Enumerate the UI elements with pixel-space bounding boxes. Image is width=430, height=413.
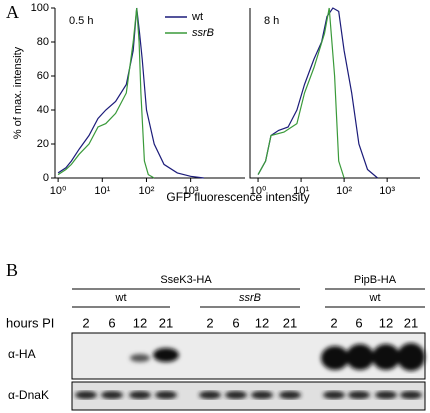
x-tick-label: 10² bbox=[336, 185, 352, 197]
histogram-line bbox=[57, 7, 204, 179]
antibody-label: α-DnaK bbox=[8, 388, 49, 402]
x-tick-label: 10³ bbox=[379, 185, 395, 197]
hour-label: 21 bbox=[159, 315, 173, 330]
hour-label: 2 bbox=[82, 315, 89, 330]
x-tick-label: 10² bbox=[139, 185, 155, 197]
histogram-line bbox=[257, 7, 378, 179]
annotation: 0.5 h bbox=[69, 15, 93, 27]
hour-label: 21 bbox=[283, 315, 297, 330]
hour-label: 2 bbox=[206, 315, 213, 330]
hour-label: 2 bbox=[330, 315, 337, 330]
x-tick-label: 10³ bbox=[183, 185, 199, 197]
axis bbox=[249, 8, 420, 179]
hour-label: 6 bbox=[232, 315, 239, 330]
x-axis-label: GFP fluorescence intensity bbox=[166, 190, 309, 204]
legend-label: wt bbox=[191, 11, 203, 23]
group-label: SseK3-HA bbox=[160, 274, 212, 286]
x-tick-label: 10⁰ bbox=[250, 185, 267, 197]
x-tick-label: 10¹ bbox=[94, 185, 110, 197]
blot-images bbox=[71, 332, 426, 411]
hour-label: 6 bbox=[355, 315, 362, 330]
panel-label: A bbox=[6, 2, 19, 22]
hour-label: 6 bbox=[108, 315, 115, 330]
y-tick-label: 0 bbox=[43, 172, 49, 184]
y-tick-label: 100 bbox=[31, 2, 49, 14]
antibody-label: α-HA bbox=[8, 347, 36, 361]
hour-label: 21 bbox=[404, 315, 418, 330]
y-axis-label: % of max. intensity bbox=[12, 46, 24, 139]
y-tick-label: 40 bbox=[37, 104, 49, 116]
hour-label: 12 bbox=[133, 315, 147, 330]
group-label: PipB-HA bbox=[354, 274, 397, 286]
histogram-line bbox=[57, 7, 155, 179]
y-tick-label: 60 bbox=[37, 70, 49, 82]
legend-label: ssrB bbox=[192, 27, 214, 39]
panel-label: B bbox=[6, 260, 18, 280]
y-tick-label: 20 bbox=[37, 138, 49, 150]
row-label: hours PI bbox=[6, 315, 54, 330]
hour-label: 12 bbox=[379, 315, 393, 330]
x-tick-label: 10⁰ bbox=[50, 185, 67, 197]
x-tick-label: 10¹ bbox=[293, 185, 309, 197]
y-tick-label: 80 bbox=[37, 36, 49, 48]
histogram-line bbox=[257, 7, 345, 179]
strain-label: wt bbox=[115, 292, 127, 304]
strain-label: wt bbox=[369, 292, 381, 304]
annotation: 8 h bbox=[264, 15, 279, 27]
strain-label: ssrB bbox=[239, 292, 261, 304]
axis bbox=[54, 8, 245, 179]
hour-label: 12 bbox=[255, 315, 269, 330]
